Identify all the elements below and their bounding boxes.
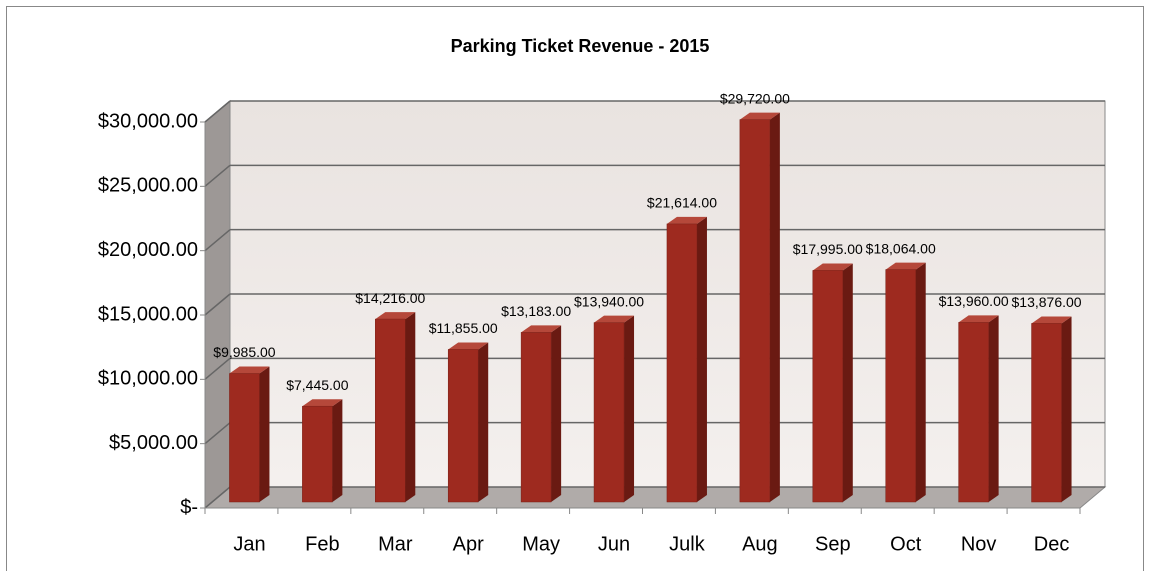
bar-top <box>958 315 999 323</box>
x-tick-label: Jan <box>233 533 265 555</box>
value-label: $9,985.00 <box>213 344 275 360</box>
bar <box>812 270 844 503</box>
bar-side <box>696 216 707 502</box>
value-label: $29,720.00 <box>720 90 790 106</box>
x-tick-label: Nov <box>961 533 997 555</box>
x-tick-label: Dec <box>1034 533 1070 555</box>
value-label: $11,855.00 <box>429 320 498 336</box>
x-tick-label: Mar <box>378 533 413 555</box>
x-tick-label: Aug <box>742 533 778 555</box>
bar <box>302 405 333 503</box>
bar-top <box>375 312 416 320</box>
side-grid-line <box>204 164 231 187</box>
bar-side <box>551 325 562 502</box>
value-label: $14,216.00 <box>355 290 425 306</box>
side-grid-line <box>204 229 231 252</box>
bar-side <box>988 315 999 502</box>
x-tick-label: May <box>522 533 560 555</box>
bar <box>229 373 260 503</box>
value-label: $17,995.00 <box>793 241 863 257</box>
chart-title: Parking Ticket Revenue - 2015 <box>451 36 710 56</box>
bar-side <box>842 263 853 502</box>
bar <box>447 349 479 503</box>
bar <box>666 223 698 503</box>
x-tick-label: Feb <box>305 533 339 555</box>
y-tick-label: $15,000.00 <box>98 303 198 325</box>
bar <box>885 269 916 503</box>
y-tick-label: $- <box>180 496 198 518</box>
bar-side <box>259 366 270 502</box>
bar-side <box>332 399 343 502</box>
bar-side <box>769 112 780 503</box>
bar-side <box>478 342 489 502</box>
bar-top <box>229 366 270 374</box>
bar-side <box>405 312 416 502</box>
bar-side <box>1061 316 1072 502</box>
bar <box>520 332 552 503</box>
bar <box>593 322 625 503</box>
bar-top <box>739 112 780 120</box>
value-label: $7,445.00 <box>286 377 348 393</box>
bar <box>739 119 771 503</box>
side-grid-line <box>204 100 231 123</box>
bar-top <box>302 399 343 407</box>
bar <box>375 318 406 503</box>
side-grid-line <box>204 422 231 445</box>
x-tick-label: Apr <box>453 533 484 555</box>
value-label: $18,064.00 <box>866 240 936 256</box>
y-tick-label: $25,000.00 <box>98 175 198 197</box>
bar-top <box>812 263 853 271</box>
bar <box>958 322 989 503</box>
side-grid-line <box>204 357 231 380</box>
x-tick-label: Jun <box>598 533 630 555</box>
value-label: $13,940.00 <box>574 293 644 309</box>
bar-top <box>594 315 635 323</box>
bar-side <box>915 262 926 502</box>
y-tick-label: $30,000.00 <box>98 110 198 132</box>
value-label: $21,614.00 <box>647 195 717 211</box>
x-tick-label: Sep <box>815 533 851 555</box>
side-grid-line <box>204 486 231 509</box>
y-tick-label: $20,000.00 <box>98 239 198 261</box>
x-tick-label: Julk <box>669 533 706 555</box>
value-label: $13,876.00 <box>1012 294 1082 310</box>
bar-top <box>666 216 707 224</box>
bar-top <box>521 325 562 333</box>
x-tick-label: Oct <box>890 533 922 555</box>
bar <box>1031 323 1062 503</box>
bar-top <box>1031 316 1072 324</box>
y-tick-label: $5,000.00 <box>109 432 198 454</box>
y-tick-label: $10,000.00 <box>98 368 198 390</box>
side-grid-line <box>204 293 231 316</box>
bar-side <box>624 315 635 502</box>
value-label: $13,960.00 <box>939 293 1009 309</box>
bar-top <box>448 342 489 350</box>
value-label: $13,183.00 <box>501 303 571 319</box>
bar-top <box>885 262 926 270</box>
